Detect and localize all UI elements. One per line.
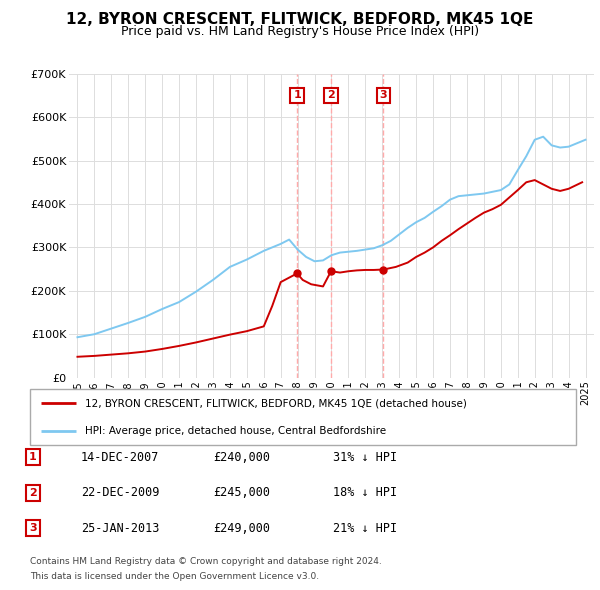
- Text: 3: 3: [29, 523, 37, 533]
- Text: Price paid vs. HM Land Registry's House Price Index (HPI): Price paid vs. HM Land Registry's House …: [121, 25, 479, 38]
- Text: 25-JAN-2013: 25-JAN-2013: [81, 522, 160, 535]
- Text: 3: 3: [380, 90, 388, 100]
- FancyBboxPatch shape: [30, 389, 576, 445]
- Text: 12, BYRON CRESCENT, FLITWICK, BEDFORD, MK45 1QE: 12, BYRON CRESCENT, FLITWICK, BEDFORD, M…: [67, 12, 533, 27]
- Text: £249,000: £249,000: [213, 522, 270, 535]
- Text: 31% ↓ HPI: 31% ↓ HPI: [333, 451, 397, 464]
- Text: This data is licensed under the Open Government Licence v3.0.: This data is licensed under the Open Gov…: [30, 572, 319, 581]
- Text: 12, BYRON CRESCENT, FLITWICK, BEDFORD, MK45 1QE (detached house): 12, BYRON CRESCENT, FLITWICK, BEDFORD, M…: [85, 398, 466, 408]
- Text: 18% ↓ HPI: 18% ↓ HPI: [333, 486, 397, 499]
- Text: 2: 2: [29, 488, 37, 497]
- Text: 2: 2: [327, 90, 335, 100]
- Text: HPI: Average price, detached house, Central Bedfordshire: HPI: Average price, detached house, Cent…: [85, 427, 386, 437]
- Text: 22-DEC-2009: 22-DEC-2009: [81, 486, 160, 499]
- Text: 1: 1: [29, 453, 37, 462]
- Text: 1: 1: [293, 90, 301, 100]
- Text: £245,000: £245,000: [213, 486, 270, 499]
- Text: 21% ↓ HPI: 21% ↓ HPI: [333, 522, 397, 535]
- Text: Contains HM Land Registry data © Crown copyright and database right 2024.: Contains HM Land Registry data © Crown c…: [30, 558, 382, 566]
- Text: 14-DEC-2007: 14-DEC-2007: [81, 451, 160, 464]
- Text: £240,000: £240,000: [213, 451, 270, 464]
